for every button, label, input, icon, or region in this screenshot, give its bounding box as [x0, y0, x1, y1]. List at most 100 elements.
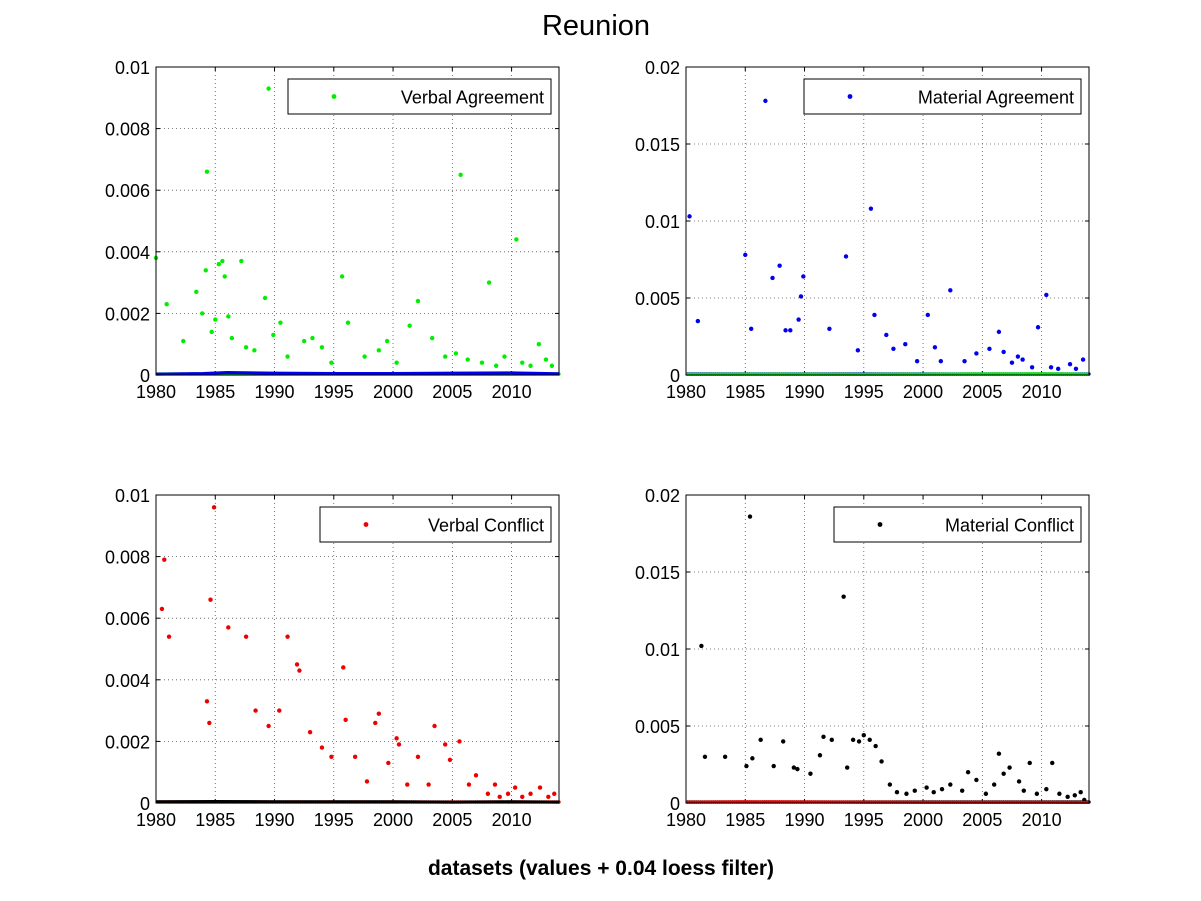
y-tick-label: 0.01 — [115, 486, 150, 506]
y-tick-label: 0.002 — [105, 732, 150, 752]
data-point — [528, 363, 533, 368]
data-point — [307, 729, 313, 735]
data-point — [443, 742, 448, 747]
data-point — [537, 785, 543, 790]
axes-frame — [685, 66, 1090, 376]
data-point — [343, 717, 348, 723]
data-point — [1015, 354, 1021, 359]
data-point — [872, 312, 877, 318]
y-tick-label: 0 — [140, 794, 150, 814]
y-tick-label: 0.008 — [105, 120, 150, 140]
figure-title: Reunion — [542, 10, 650, 42]
data-point — [285, 354, 290, 359]
legend-marker — [877, 522, 883, 527]
data-point — [394, 360, 399, 365]
data-point — [763, 98, 768, 104]
data-point — [1034, 791, 1040, 796]
x-tick-label: 2010 — [492, 810, 532, 830]
data-point — [209, 329, 214, 335]
data-point — [458, 172, 463, 177]
y-tick-label: 0.006 — [105, 609, 150, 629]
series-2 — [685, 800, 1090, 804]
data-point — [536, 342, 542, 347]
plot-area — [156, 67, 559, 375]
data-point — [959, 788, 965, 793]
y-tick-label: 0.004 — [105, 243, 150, 263]
data-point — [453, 351, 459, 356]
data-point — [695, 318, 701, 324]
legend-marker — [363, 522, 369, 527]
data-point — [415, 754, 421, 759]
data-point — [702, 754, 708, 759]
x-tick-label: 1980 — [136, 382, 176, 402]
y-tick-label: 0 — [140, 366, 150, 386]
data-point — [868, 206, 874, 211]
x-tick-label: 1990 — [785, 382, 825, 402]
data-point — [297, 668, 302, 673]
data-point — [931, 790, 936, 795]
data-point — [339, 274, 345, 279]
data-point — [925, 312, 930, 318]
x-tick-label: 1995 — [314, 810, 354, 830]
data-point — [319, 745, 325, 750]
data-point — [552, 791, 557, 796]
data-point — [252, 348, 257, 353]
x-tick-label: 1985 — [195, 810, 235, 830]
data-point — [512, 785, 518, 790]
plot-area — [686, 495, 1089, 803]
data-point — [974, 777, 979, 783]
legend-box — [319, 506, 552, 543]
data-point — [1009, 360, 1015, 365]
data-point — [405, 782, 410, 787]
y-tick-label: 0 — [670, 794, 680, 814]
data-point — [310, 335, 315, 341]
data-point — [855, 348, 861, 353]
legend: Material Conflict — [833, 506, 1082, 543]
data-point — [991, 782, 997, 787]
data-point — [546, 794, 551, 800]
data-point — [924, 785, 929, 790]
x-tick-label: 1980 — [666, 382, 706, 402]
data-point — [294, 662, 300, 667]
data-point — [938, 358, 944, 364]
data-point — [948, 782, 953, 787]
x-tick-label: 1990 — [785, 810, 825, 830]
data-point — [939, 786, 945, 792]
data-point — [373, 720, 378, 726]
data-point — [894, 790, 900, 795]
y-tick-label: 0.005 — [635, 289, 680, 309]
data-point — [1044, 292, 1049, 298]
data-point — [771, 763, 776, 769]
data-point — [758, 737, 763, 743]
data-point — [329, 360, 334, 365]
y-tick-label: 0.004 — [105, 671, 150, 691]
data-point — [948, 288, 953, 293]
data-point — [520, 360, 525, 365]
data-point — [466, 782, 472, 787]
data-point — [207, 720, 212, 726]
data-point — [743, 252, 748, 258]
legend-label: Material Agreement — [918, 88, 1074, 108]
y-tick-label: 0.015 — [635, 135, 680, 155]
data-point — [203, 268, 208, 273]
data-point — [912, 788, 917, 793]
data-point — [1007, 765, 1012, 770]
legend-marker — [331, 94, 337, 99]
data-point — [867, 737, 872, 743]
data-point — [493, 363, 499, 368]
x-tick-label: 1980 — [136, 810, 176, 830]
axes-frame — [155, 66, 560, 376]
x-tick-label: 1990 — [255, 810, 295, 830]
data-point — [485, 791, 491, 796]
x-tick-label: 2000 — [373, 382, 413, 402]
plot-area — [156, 495, 559, 803]
data-point — [843, 254, 849, 259]
data-point — [1016, 779, 1022, 784]
x-tick-label: 2010 — [1022, 810, 1062, 830]
data-point — [220, 258, 225, 264]
data-point — [780, 739, 786, 744]
data-point — [1001, 349, 1006, 355]
subplot-2: 1980 1985 1990 1995 2000 2005 2010 0 0.005 0.01 0.… — [635, 58, 1091, 402]
y-tick-label: 0.01 — [115, 58, 150, 78]
legend: Verbal Agreement — [287, 78, 552, 115]
